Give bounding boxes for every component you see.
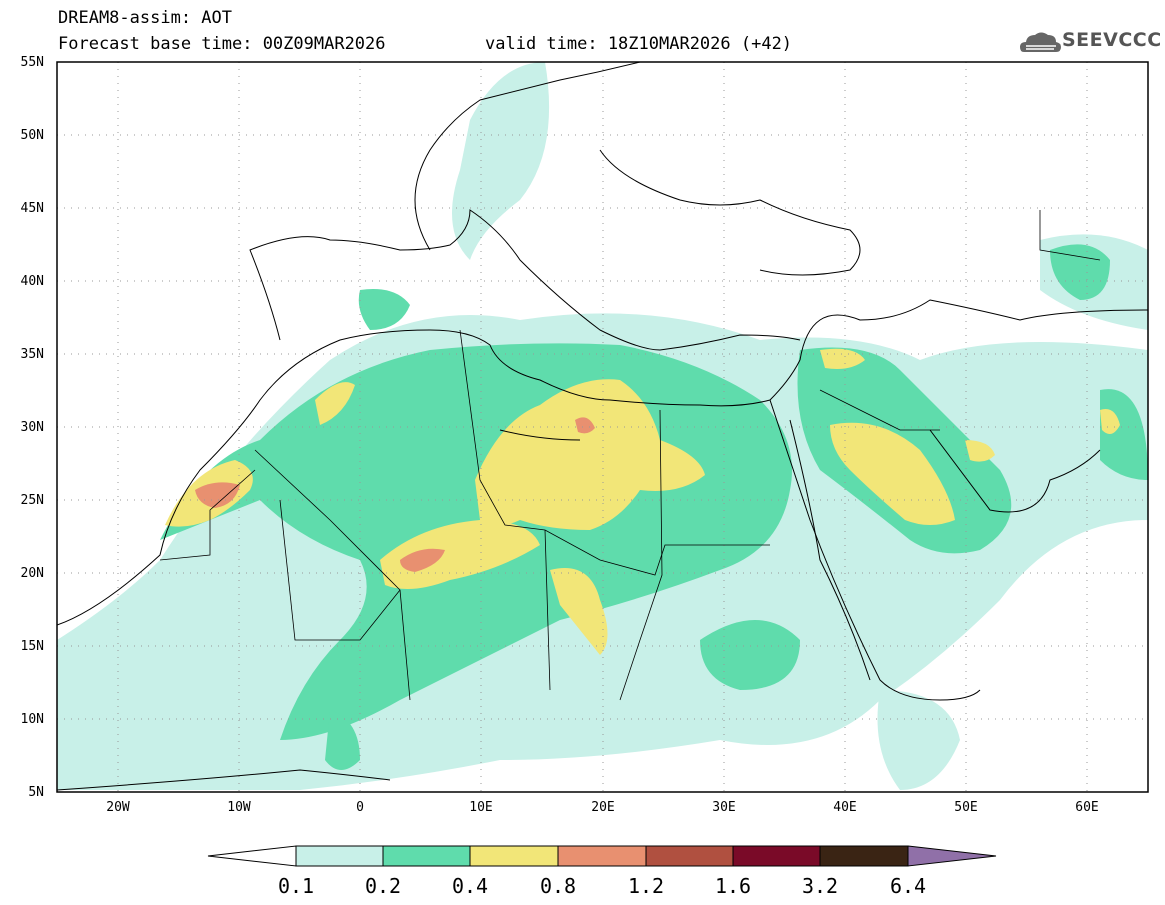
colorbar-label: 3.2 bbox=[801, 874, 839, 898]
lat-label: 40N bbox=[20, 274, 44, 289]
forecast-base-time: Forecast base time: 00Z09MAR2026 bbox=[58, 34, 386, 54]
colorbar-label: 0.2 bbox=[364, 874, 402, 898]
colorbar-label: 0.1 bbox=[277, 874, 315, 898]
lon-label: 40E bbox=[833, 800, 857, 815]
logo-text: SEEVCCC bbox=[1062, 29, 1162, 51]
lat-label: 5N bbox=[28, 785, 44, 800]
lat-label: 25N bbox=[20, 493, 44, 508]
lat-label: 35N bbox=[20, 347, 44, 362]
lon-label: 50E bbox=[954, 800, 978, 815]
cloud-icon bbox=[1020, 32, 1061, 52]
lat-label: 50N bbox=[20, 128, 44, 143]
lon-label: 20W bbox=[106, 800, 130, 815]
valid-time: valid time: 18Z10MAR2026 (+42) bbox=[485, 34, 793, 54]
colorbar bbox=[207, 845, 997, 867]
lat-label: 20N bbox=[20, 566, 44, 581]
colorbar-label: 1.2 bbox=[627, 874, 665, 898]
colorbar-label: 0.4 bbox=[451, 874, 489, 898]
lon-label: 60E bbox=[1075, 800, 1099, 815]
lon-label: 30E bbox=[712, 800, 736, 815]
lat-label: 15N bbox=[20, 639, 44, 654]
lat-label: 10N bbox=[20, 712, 44, 727]
lon-label: 10W bbox=[227, 800, 251, 815]
colorbar-label: 6.4 bbox=[889, 874, 927, 898]
lat-label: 30N bbox=[20, 420, 44, 435]
lat-label: 55N bbox=[20, 55, 44, 70]
map-frame bbox=[56, 61, 1149, 793]
borders bbox=[159, 210, 1101, 701]
coastlines bbox=[57, 62, 1148, 791]
lon-label: 20E bbox=[591, 800, 615, 815]
colorbar-label: 0.8 bbox=[539, 874, 577, 898]
lon-label: 0 bbox=[356, 800, 364, 815]
map-title: DREAM8-assim: AOT bbox=[58, 8, 232, 28]
lon-label: 10E bbox=[469, 800, 493, 815]
lat-label: 45N bbox=[20, 201, 44, 216]
colorbar-label: 1.6 bbox=[714, 874, 752, 898]
